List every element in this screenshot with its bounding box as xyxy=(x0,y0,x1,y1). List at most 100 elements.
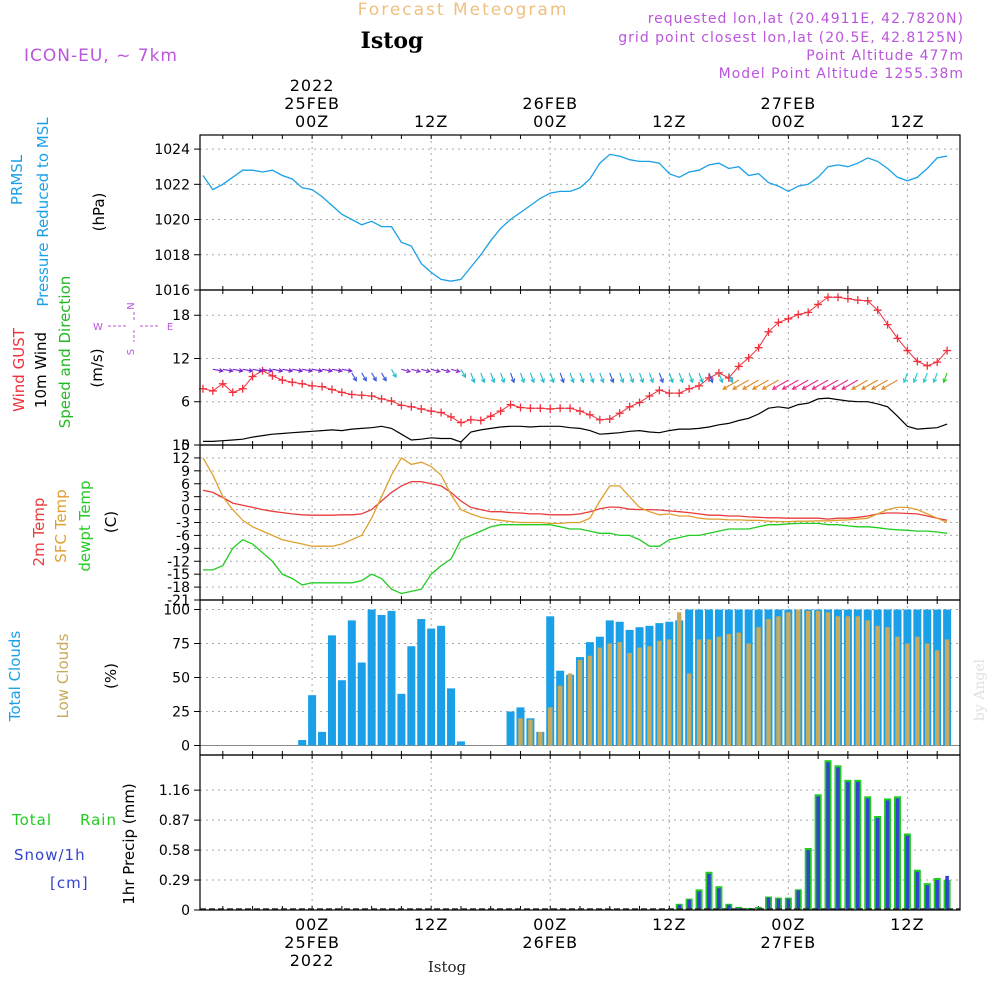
low-cloud-bar xyxy=(935,650,939,745)
gust-point xyxy=(457,419,465,427)
total-cloud-bar xyxy=(407,646,415,745)
gust-line xyxy=(203,297,947,423)
pressure-full-label: Pressure Reduced to MSL xyxy=(34,117,52,307)
low-cloud-bar xyxy=(836,616,840,745)
temp-2m-label: 2m Temp xyxy=(30,498,48,567)
pressure-label: PRMSL xyxy=(8,154,26,205)
gust-point xyxy=(606,415,614,423)
gust-point xyxy=(318,383,326,391)
snow-bar xyxy=(916,872,920,910)
watermark: by Angel xyxy=(972,658,988,721)
y-tick-label: 1.16 xyxy=(159,783,190,799)
snow-label: Snow/1h xyxy=(14,846,86,864)
bottom-time-label: 00Z xyxy=(771,915,805,934)
gust-point xyxy=(566,404,574,412)
pressure-line xyxy=(203,154,947,281)
snow-bar xyxy=(836,767,840,910)
gust-point xyxy=(626,403,634,411)
gust-point xyxy=(645,392,653,400)
wind-speed-line xyxy=(203,398,947,442)
y-tick-label: 1018 xyxy=(154,248,190,264)
snow-bar xyxy=(697,891,701,910)
low-cloud-bar xyxy=(826,612,830,745)
y-tick-label: 50 xyxy=(172,671,190,687)
top-time-label: 00Z xyxy=(295,112,329,131)
low-cloud-bar xyxy=(608,644,612,746)
y-tick-label: 100 xyxy=(163,603,190,619)
snow-bar xyxy=(896,798,900,910)
bottom-time-label: 12Z xyxy=(414,915,448,934)
low-cloud-bar xyxy=(647,646,651,745)
top-time-label: 12Z xyxy=(890,112,924,131)
gust-point xyxy=(288,378,296,386)
pressure-frame xyxy=(200,135,960,290)
y-tick-label: 1020 xyxy=(154,213,190,229)
snow-bar xyxy=(796,890,800,910)
y-tick-label: 0 xyxy=(181,903,190,919)
bottom-time-label: 00Z xyxy=(533,915,567,934)
snow-bar xyxy=(866,798,870,910)
low-cloud-bar xyxy=(945,639,949,745)
total-rain-label: Total xyxy=(11,811,52,829)
y-tick-label: 0.58 xyxy=(159,843,190,859)
top-time-label: 12Z xyxy=(414,112,448,131)
total-cloud-bar xyxy=(447,688,455,745)
snow-bar xyxy=(806,850,810,910)
gust-point xyxy=(268,372,276,380)
gust-label: Wind GUST xyxy=(10,327,28,412)
total-cloud-bar xyxy=(348,620,356,745)
bottom-time-label: 00Z xyxy=(295,915,329,934)
top-time-label: 00Z xyxy=(771,112,805,131)
gust-point xyxy=(437,409,445,417)
low-cloud-bar xyxy=(558,686,562,746)
y-tick-label: 15 xyxy=(172,438,190,454)
compass-lines xyxy=(108,312,160,342)
gust-point xyxy=(338,388,346,396)
gust-point xyxy=(844,295,852,303)
top-time-label: 26FEB xyxy=(522,94,578,113)
model-altitude: Model Point Altitude 1255.38m xyxy=(719,66,964,82)
y-tick-label: 12 xyxy=(172,351,190,367)
low-cloud-bar xyxy=(538,732,542,746)
gust-point xyxy=(348,391,356,399)
footer-location: Istog xyxy=(428,958,467,976)
low-cloud-bar xyxy=(598,648,602,746)
point-altitude: Point Altitude 477m xyxy=(806,48,964,64)
gust-point xyxy=(536,404,544,412)
grid-point-coords: grid point closest lon,lat (20.5E, 42.81… xyxy=(618,30,964,46)
meteogram-svg: Forecast Meteogram Istog ICON-EU, ~ 7km … xyxy=(0,0,1000,1000)
total-cloud-bar xyxy=(397,694,405,746)
low-cloud-bar xyxy=(796,610,800,746)
gust-point xyxy=(328,385,336,393)
low-cloud-bar xyxy=(637,648,641,746)
low-cloud-bar xyxy=(856,616,860,745)
gust-point xyxy=(675,389,683,397)
gust-point xyxy=(378,395,386,403)
low-cloud-bar xyxy=(756,627,760,745)
bottom-time-label: 25FEB xyxy=(284,933,340,952)
total-cloud-bar xyxy=(338,680,346,745)
total-cloud-bar xyxy=(318,732,326,746)
gust-point xyxy=(497,407,505,415)
pressure-unit: (hPa) xyxy=(90,193,108,232)
dewpt-line xyxy=(203,523,947,593)
gust-point xyxy=(665,389,673,397)
low-cloud-bar xyxy=(816,611,820,746)
snow-bar xyxy=(935,880,939,910)
snow-unit-label: [cm] xyxy=(50,874,89,892)
compass-n: N xyxy=(126,302,137,309)
low-cloud-bar xyxy=(727,634,731,745)
y-tick-label: 25 xyxy=(172,704,190,720)
y-tick-label: 18 xyxy=(172,308,190,324)
gust-point xyxy=(526,404,534,412)
gust-point xyxy=(824,293,832,301)
gust-point xyxy=(556,404,564,412)
gust-point xyxy=(368,392,376,400)
temp-2m-line xyxy=(203,482,947,521)
wind-unit: (m/s) xyxy=(88,348,106,387)
snow-bar xyxy=(816,796,820,910)
low-cloud-bar xyxy=(766,619,770,745)
gust-point xyxy=(407,403,415,411)
y-tick-label: 75 xyxy=(172,637,190,653)
snow-bar xyxy=(856,782,860,910)
